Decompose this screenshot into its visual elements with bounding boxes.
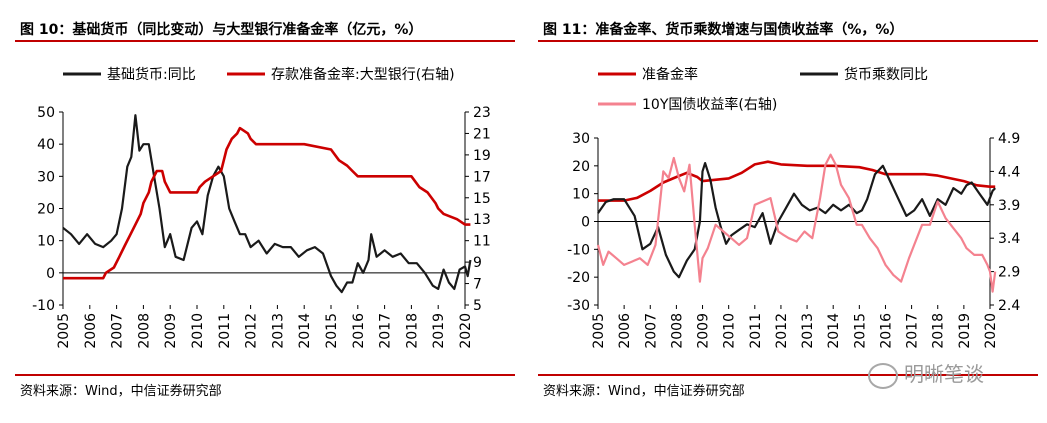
y-right-tick-label: 21 <box>473 126 491 142</box>
x-tick-label: 2005 <box>56 313 72 349</box>
y-right-tick-label: 15 <box>473 191 491 207</box>
chart-title: 图 10：基础货币（同比变动）与大型银行准备金率（亿元，%） <box>20 22 423 38</box>
x-tick-label: 2011 <box>748 313 764 349</box>
y-right-tick-label: 13 <box>473 212 491 228</box>
x-tick-label: 2005 <box>591 313 607 349</box>
legend-label: 货币乘数同比 <box>844 66 928 83</box>
y-left-tick-label: -20 <box>567 270 590 286</box>
x-tick-label: 2020 <box>983 313 999 349</box>
series-line-1 <box>597 161 997 279</box>
x-tick-label: 2015 <box>324 313 340 349</box>
y-right-tick-label: 9 <box>473 255 482 271</box>
y-left-tick-label: 20 <box>37 202 55 218</box>
source-note: 资料来源：Wind，中信证券研究部 <box>20 384 222 399</box>
x-tick-label: 2007 <box>643 313 659 349</box>
x-tick-label: 2017 <box>378 313 394 349</box>
x-tick-label: 2008 <box>136 313 152 349</box>
y-right-tick-label: 4.9 <box>998 131 1020 147</box>
x-tick-label: 2010 <box>722 313 738 349</box>
x-tick-label: 2008 <box>669 313 685 349</box>
y-left-tick-label: 40 <box>37 137 55 153</box>
series-line-0 <box>62 114 472 294</box>
legend-label: 10Y国债收益率(右轴) <box>642 96 777 113</box>
x-tick-label: 2020 <box>458 313 474 349</box>
x-tick-label: 2013 <box>800 313 816 349</box>
y-right-tick-label: 19 <box>473 148 491 164</box>
x-tick-label: 2014 <box>826 313 842 349</box>
y-left-tick-label: 50 <box>37 105 55 121</box>
x-tick-label: 2015 <box>852 313 868 349</box>
source-note: 资料来源：Wind，中信证券研究部 <box>543 384 745 399</box>
y-left-tick-label: 30 <box>572 131 590 147</box>
chart-left-svg: -10 0 10 20 30 40 50 5 7 9 11 13 15 17 19 21 23 2005 2006 2… <box>32 66 491 349</box>
x-tick-label: 2012 <box>244 313 260 349</box>
y-right-tick-label: 17 <box>473 169 491 185</box>
chart-panel-right: 图 11：准备金率、货币乘数增速与国债收益率（%，%） -30 -20 -10 0 10… <box>538 0 1038 423</box>
y-right-tick-label: 3.9 <box>998 198 1020 214</box>
y-right-tick-label: 7 <box>473 277 482 293</box>
x-tick-label: 2018 <box>931 313 947 349</box>
y-right-tick-label: 2.4 <box>998 298 1020 314</box>
watermark: 明晰笔谈 <box>868 358 984 389</box>
chart-title: 图 11：准备金率、货币乘数增速与国债收益率（%，%） <box>543 22 904 38</box>
x-tick-label: 2019 <box>431 313 447 349</box>
y-left-tick-label: -10 <box>567 242 590 258</box>
y-right-tick-label: 23 <box>473 105 491 121</box>
title-divider <box>538 40 1038 42</box>
series-line-0 <box>598 160 996 202</box>
x-tick-label: 2010 <box>190 313 206 349</box>
source-divider <box>538 374 1038 376</box>
y-left-tick-label: 10 <box>37 234 55 250</box>
x-tick-label: 2017 <box>905 313 921 349</box>
y-left-tick-label: 20 <box>572 159 590 175</box>
y-left-tick-label: -10 <box>32 298 55 314</box>
x-tick-label: 2009 <box>696 313 712 349</box>
y-left-tick-label: 30 <box>37 169 55 185</box>
x-tick-label: 2006 <box>617 313 633 349</box>
x-tick-label: 2019 <box>957 313 973 349</box>
chart-right-svg: -30 -20 -10 0 10 20 30 2.4 2.9 3.4 3.9 4.4 4.9 2005 20… <box>567 66 1020 349</box>
series-line-2 <box>596 153 997 293</box>
chart-panel-left: 图 10：基础货币（同比变动）与大型银行准备金率（亿元，%） -10 0 10 20 3… <box>15 0 515 423</box>
y-right-tick-label: 5 <box>473 298 482 314</box>
x-tick-label: 2016 <box>351 313 367 349</box>
y-left-tick-label: -30 <box>567 298 590 314</box>
x-tick-label: 2012 <box>774 313 790 349</box>
y-right-tick-label: 4.4 <box>998 164 1020 180</box>
wechat-icon <box>868 362 898 389</box>
legend-label: 存款准备金率:大型银行(右轴) <box>271 66 455 83</box>
y-left-tick-label: 0 <box>581 215 590 231</box>
y-left-tick-label: 0 <box>46 266 55 282</box>
legend-label: 基础货币:同比 <box>107 66 196 83</box>
title-divider <box>15 40 515 42</box>
x-tick-label: 2018 <box>404 313 420 349</box>
x-tick-label: 2014 <box>297 313 313 349</box>
series-line-1 <box>63 126 471 280</box>
legend-label: 准备金率 <box>642 66 698 83</box>
x-tick-label: 2007 <box>110 313 126 349</box>
y-left-tick-label: 10 <box>572 187 590 203</box>
y-right-tick-label: 11 <box>473 234 491 250</box>
x-tick-label: 2016 <box>878 313 894 349</box>
x-tick-label: 2011 <box>217 313 233 349</box>
watermark-text: 明晰笔谈 <box>904 362 984 386</box>
source-divider <box>15 374 515 376</box>
y-right-tick-label: 2.9 <box>998 265 1020 281</box>
x-tick-label: 2013 <box>270 313 286 349</box>
x-tick-label: 2009 <box>163 313 179 349</box>
y-right-tick-label: 3.4 <box>998 231 1020 247</box>
x-tick-label: 2006 <box>83 313 99 349</box>
